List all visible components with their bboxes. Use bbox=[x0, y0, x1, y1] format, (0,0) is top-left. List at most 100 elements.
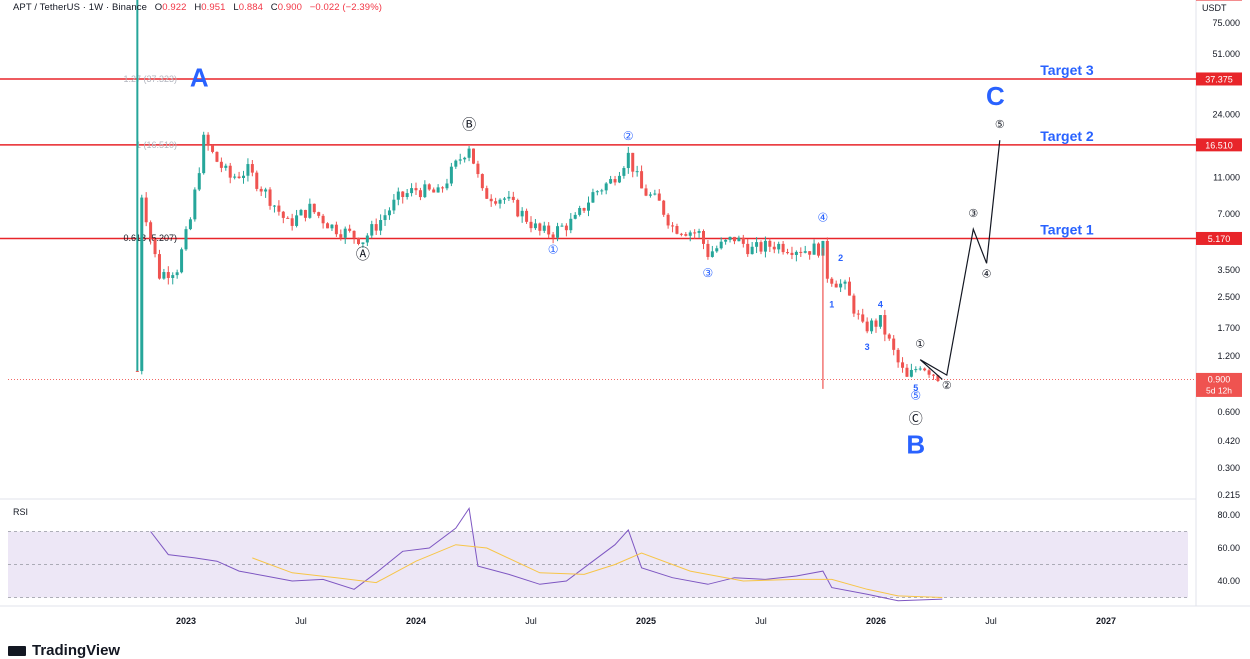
candle-body bbox=[883, 315, 887, 335]
symbol-title[interactable]: APT / TetherUS · 1W · Binance bbox=[13, 2, 148, 13]
open-key: O bbox=[154, 2, 163, 13]
target-label: Target 3 bbox=[1040, 62, 1094, 78]
wave-label-major: B bbox=[906, 429, 925, 459]
candle-body bbox=[387, 210, 391, 216]
candle-body bbox=[166, 272, 170, 278]
close-key: C bbox=[270, 2, 278, 13]
projection-label: ④ bbox=[982, 268, 992, 280]
x-tick-label: 2026 bbox=[866, 616, 886, 626]
candle-body bbox=[370, 224, 374, 236]
candle-body bbox=[932, 374, 935, 376]
candle-body bbox=[768, 240, 772, 247]
candle-body bbox=[427, 184, 431, 190]
candle-body bbox=[480, 174, 484, 189]
candle-body bbox=[233, 176, 237, 178]
high-key: H bbox=[194, 2, 202, 13]
candle-body bbox=[228, 165, 232, 178]
wave-label-major: C bbox=[986, 81, 1005, 111]
candle-body bbox=[808, 251, 812, 255]
rsi-line bbox=[150, 507, 943, 602]
candle-body bbox=[887, 334, 891, 339]
candle-body bbox=[878, 315, 882, 327]
candle-body bbox=[516, 199, 520, 217]
wave-label-sub: 3 bbox=[865, 342, 870, 352]
candle-body bbox=[825, 240, 829, 279]
candle-body bbox=[936, 375, 940, 382]
candle-body bbox=[569, 218, 573, 231]
candle-body bbox=[180, 249, 184, 273]
candle-body bbox=[834, 283, 838, 288]
candle-body bbox=[640, 171, 644, 189]
wave-label-sub: 1 bbox=[829, 299, 834, 309]
candle-body bbox=[175, 272, 179, 276]
candle-body bbox=[295, 215, 299, 226]
candle-body bbox=[197, 173, 201, 190]
candle-body bbox=[299, 209, 303, 216]
x-tick-label: 2024 bbox=[406, 616, 426, 626]
candle-body bbox=[463, 157, 467, 160]
wave-label-circled: Ⓐ bbox=[356, 246, 370, 262]
candle-body bbox=[839, 283, 843, 288]
candle-body bbox=[909, 369, 913, 377]
wave-label-circled: Ⓒ bbox=[909, 411, 923, 427]
candle-body bbox=[578, 208, 582, 215]
target-label: Target 1 bbox=[1040, 221, 1094, 237]
candle-body bbox=[542, 225, 546, 231]
candle-body bbox=[436, 187, 440, 193]
projection-path: ① ② ③ ④ ⑤ bbox=[915, 119, 1005, 392]
candle-body bbox=[856, 313, 860, 315]
tradingview-logo[interactable]: TradingView bbox=[8, 642, 120, 659]
candle-body bbox=[617, 175, 621, 183]
candle-body bbox=[237, 176, 241, 178]
candles bbox=[135, 0, 940, 389]
candle-body bbox=[657, 193, 661, 201]
candle-body bbox=[799, 251, 803, 253]
y-tick-label: 51.000 bbox=[1212, 49, 1240, 59]
candle-body bbox=[321, 215, 325, 224]
x-tick-label: Jul bbox=[985, 616, 997, 626]
candle-body bbox=[206, 134, 210, 146]
wave-label-major: A bbox=[190, 63, 209, 93]
candle-body bbox=[728, 236, 732, 240]
wave-labels: A B C Ⓐ Ⓑ Ⓒ ① ② ③ ④ ⑤ 1 2 3 4 5 bbox=[190, 63, 1005, 460]
rsi-title[interactable]: RSI bbox=[13, 507, 29, 517]
candle-body bbox=[162, 272, 166, 279]
candle-body bbox=[901, 362, 905, 368]
candle-body bbox=[746, 243, 750, 255]
time-axis: 2023 Jul 2024 Jul 2025 Jul 2026 Jul 2027 bbox=[176, 616, 1116, 626]
candle-body bbox=[786, 252, 790, 254]
price-tag bbox=[1196, 231, 1242, 245]
candle-body bbox=[702, 231, 705, 244]
candle-body bbox=[918, 368, 922, 370]
candle-body bbox=[648, 194, 652, 196]
y-tick-label: 1.700 bbox=[1217, 323, 1240, 333]
price-tag bbox=[1196, 72, 1242, 86]
candle-body bbox=[219, 161, 223, 168]
candle-body bbox=[684, 234, 688, 236]
candle-body bbox=[653, 193, 657, 195]
candle-body bbox=[339, 234, 343, 238]
candle-body bbox=[803, 251, 807, 253]
candle-body bbox=[741, 237, 745, 244]
candle-body bbox=[458, 159, 462, 161]
currency-label[interactable]: USDT bbox=[1202, 3, 1227, 13]
candle-body bbox=[529, 221, 533, 229]
candle-body bbox=[732, 236, 736, 242]
logo-text: TradingView bbox=[32, 642, 121, 659]
price-tag bbox=[1196, 138, 1242, 152]
candle-body bbox=[724, 239, 728, 242]
grid-lines bbox=[0, 0, 1250, 607]
candle-body bbox=[361, 242, 365, 244]
wave-label-sub: 4 bbox=[878, 299, 883, 309]
candle-body bbox=[184, 229, 188, 250]
candle-body bbox=[817, 243, 820, 256]
candle-body bbox=[485, 188, 489, 199]
candle-body bbox=[591, 192, 595, 203]
candle-body bbox=[317, 212, 321, 216]
candle-body bbox=[631, 152, 635, 172]
rsi-tick-label: 40.00 bbox=[1217, 576, 1240, 586]
projection-label: ② bbox=[942, 380, 952, 392]
candle-body bbox=[472, 148, 475, 164]
